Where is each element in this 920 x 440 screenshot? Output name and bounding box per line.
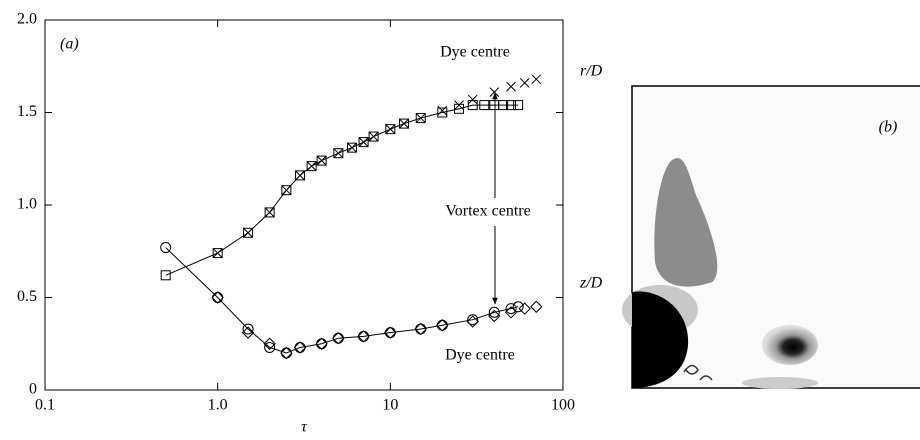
data-point bbox=[454, 103, 465, 114]
data-point bbox=[160, 242, 172, 254]
x-tick-label: 1.0 bbox=[208, 397, 228, 414]
data-point bbox=[437, 107, 448, 118]
panel-label: (b) bbox=[879, 119, 898, 136]
data-point bbox=[454, 100, 464, 110]
data-point bbox=[467, 94, 478, 105]
data-point bbox=[489, 87, 500, 98]
data-point bbox=[518, 302, 531, 315]
data-point bbox=[384, 326, 397, 339]
data-point bbox=[385, 124, 396, 135]
data-point bbox=[160, 270, 171, 281]
data-point bbox=[264, 207, 275, 218]
data-point bbox=[437, 105, 448, 116]
data-point bbox=[530, 300, 543, 313]
data-point bbox=[241, 326, 255, 339]
data-point bbox=[281, 185, 292, 196]
data-point bbox=[466, 315, 479, 328]
series-line bbox=[165, 247, 519, 354]
annotation: Dye centre bbox=[445, 347, 515, 364]
x-axis-label: τ bbox=[301, 419, 308, 436]
data-point bbox=[264, 341, 276, 353]
data-point bbox=[368, 131, 379, 142]
sphere bbox=[632, 291, 689, 388]
data-point bbox=[347, 142, 357, 153]
data-point bbox=[504, 306, 518, 319]
data-point bbox=[280, 346, 293, 360]
data-point bbox=[488, 306, 500, 318]
data-point bbox=[295, 170, 306, 181]
data-point bbox=[467, 314, 479, 326]
data-point bbox=[488, 309, 501, 323]
data-point bbox=[212, 248, 223, 259]
data-point bbox=[479, 100, 490, 111]
data-point bbox=[281, 185, 292, 196]
data-point bbox=[333, 148, 344, 159]
y-tick-label: 2.0 bbox=[17, 11, 37, 28]
data-point bbox=[519, 78, 530, 88]
data-point bbox=[512, 301, 524, 313]
data-point bbox=[531, 74, 542, 85]
data-point bbox=[506, 100, 517, 111]
data-point bbox=[211, 291, 224, 304]
data-point bbox=[415, 113, 426, 124]
data-point bbox=[506, 81, 516, 92]
data-point bbox=[399, 118, 410, 129]
annotation: z/D bbox=[579, 275, 603, 292]
data-point bbox=[243, 227, 253, 238]
data-point bbox=[242, 323, 254, 335]
vortex bbox=[762, 325, 818, 365]
data-point bbox=[306, 161, 317, 172]
data-point bbox=[385, 124, 396, 135]
x-tick-label: 0.1 bbox=[35, 397, 55, 414]
data-point bbox=[436, 319, 449, 332]
data-point bbox=[358, 137, 369, 148]
y-tick-label: 0 bbox=[29, 381, 37, 398]
annotation: Dye centre bbox=[440, 44, 510, 61]
annotation: r/D bbox=[580, 63, 603, 80]
data-point bbox=[316, 155, 327, 166]
data-point bbox=[358, 137, 369, 147]
data-point bbox=[368, 131, 379, 142]
panel-b: (b) bbox=[622, 85, 920, 389]
data-point bbox=[357, 330, 370, 343]
panel-label: (a) bbox=[60, 36, 79, 53]
data-point bbox=[315, 337, 328, 350]
wake bbox=[742, 377, 818, 389]
data-point bbox=[295, 170, 305, 181]
data-point bbox=[306, 161, 317, 172]
y-tick-label: 0.5 bbox=[17, 288, 37, 305]
data-point bbox=[293, 341, 307, 354]
dye-blob bbox=[654, 158, 718, 287]
data-point bbox=[212, 248, 223, 258]
y-tick-label: 1.0 bbox=[17, 196, 37, 213]
data-point bbox=[414, 322, 427, 336]
series-line bbox=[165, 104, 519, 276]
data-point bbox=[333, 148, 344, 159]
data-point bbox=[316, 155, 327, 166]
data-point bbox=[399, 118, 409, 129]
data-point bbox=[513, 100, 524, 111]
wisp bbox=[683, 364, 713, 381]
data-point bbox=[415, 113, 426, 123]
data-point bbox=[505, 303, 517, 315]
x-tick-label: 10 bbox=[382, 397, 398, 414]
data-point bbox=[498, 100, 509, 111]
data-point bbox=[263, 337, 276, 350]
data-point bbox=[264, 207, 275, 218]
data-point bbox=[243, 227, 254, 238]
data-point bbox=[332, 331, 345, 345]
y-tick-label: 1.5 bbox=[17, 103, 37, 120]
data-point bbox=[467, 100, 478, 111]
x-tick-label: 100 bbox=[551, 397, 575, 414]
annotation: Vortex centre bbox=[445, 203, 530, 220]
data-point bbox=[347, 142, 358, 153]
